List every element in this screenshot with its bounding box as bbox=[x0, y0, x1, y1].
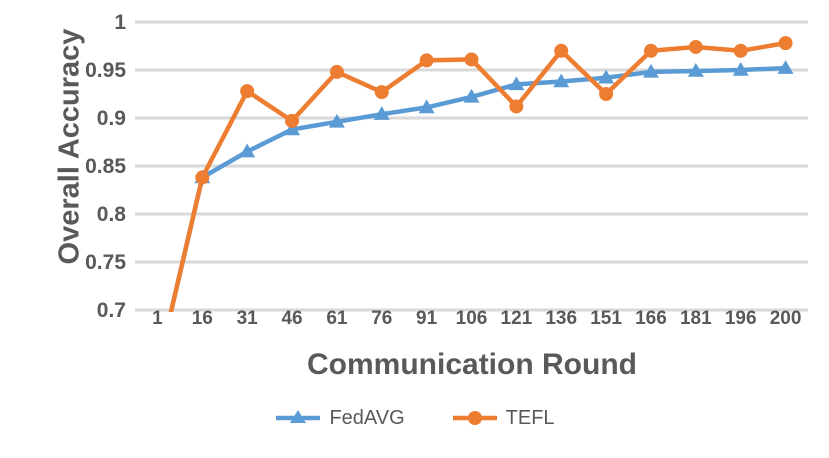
data-point-tefl bbox=[329, 64, 344, 79]
x-axis-tick-label: 200 bbox=[769, 308, 802, 329]
data-point-fedavg bbox=[687, 62, 704, 77]
plot-area bbox=[135, 20, 808, 312]
y-axis-tick-label: 0.95 bbox=[85, 59, 126, 82]
legend-label: FedAVG bbox=[329, 407, 405, 429]
x-axis-tick-label: 181 bbox=[679, 308, 712, 329]
x-axis-tick-label: 91 bbox=[416, 308, 438, 329]
x-axis-tick-label: 121 bbox=[500, 308, 533, 329]
x-axis-tick-label: 61 bbox=[326, 308, 348, 329]
x-axis-tick-label: 16 bbox=[191, 308, 213, 329]
legend-marker-triangle-icon bbox=[276, 410, 321, 423]
y-axis-tick-labels: 0.7 0.75 0.8 0.85 0.9 0.95 1 bbox=[0, 0, 126, 330]
legend-label: TEFL bbox=[505, 407, 555, 429]
data-point-tefl bbox=[374, 85, 389, 100]
data-point-tefl bbox=[643, 43, 658, 58]
y-axis-tick-label: 0.9 bbox=[96, 107, 126, 130]
series-line-fedavg bbox=[168, 65, 788, 312]
data-point-tefl bbox=[285, 113, 300, 128]
x-axis-tick-label: 76 bbox=[371, 308, 393, 329]
data-point-tefl bbox=[688, 39, 703, 54]
data-point-tefl bbox=[464, 52, 479, 67]
legend-item-tefl[interactable]: TEFL bbox=[451, 408, 555, 428]
data-point-fedavg bbox=[598, 69, 615, 84]
y-axis-tick-label: 0.85 bbox=[85, 155, 126, 178]
data-point-fedavg bbox=[732, 62, 749, 76]
y-axis-tick-label: 0.8 bbox=[96, 203, 126, 226]
series-group bbox=[168, 36, 794, 312]
data-point-fedavg bbox=[373, 106, 390, 120]
y-axis-tick-label: 0.75 bbox=[85, 251, 126, 274]
x-axis-tick-label: 136 bbox=[545, 308, 578, 329]
x-axis-tick-label: 46 bbox=[281, 308, 303, 329]
data-point-fedavg bbox=[508, 76, 525, 91]
y-axis-tick-label: 1 bbox=[114, 11, 126, 34]
data-point-tefl bbox=[195, 170, 210, 185]
data-point-tefl bbox=[509, 99, 524, 114]
x-axis-tick-label: 151 bbox=[590, 308, 622, 329]
legend-circle-icon bbox=[467, 411, 482, 425]
data-point-tefl bbox=[599, 87, 614, 101]
data-point-tefl bbox=[554, 43, 569, 58]
data-point-fedavg bbox=[239, 143, 256, 158]
data-point-tefl bbox=[778, 36, 793, 51]
x-axis-title: Communication Round bbox=[307, 348, 637, 381]
data-point-tefl bbox=[733, 43, 748, 58]
data-point-fedavg bbox=[777, 60, 794, 74]
data-point-fedavg bbox=[463, 88, 480, 103]
x-axis-tick-label: 106 bbox=[455, 308, 488, 329]
data-point-tefl bbox=[240, 84, 255, 99]
x-axis-tick-label: 166 bbox=[635, 308, 667, 329]
x-axis-tick-label: 31 bbox=[236, 308, 258, 329]
legend-item-fedavg[interactable]: FedAVG bbox=[274, 407, 405, 429]
legend-triangle-icon bbox=[290, 410, 307, 423]
y-axis-tick-label: 0.7 bbox=[96, 299, 126, 322]
chart-legend: FedAVG TEFL bbox=[0, 408, 829, 428]
data-point-fedavg bbox=[642, 63, 659, 78]
data-point-fedavg bbox=[418, 99, 435, 114]
x-axis-tick-label: 196 bbox=[724, 308, 757, 329]
x-axis-tick-label: 1 bbox=[152, 308, 163, 329]
data-point-fedavg bbox=[553, 73, 570, 88]
data-point-fedavg bbox=[284, 121, 301, 136]
data-point-tefl bbox=[419, 53, 434, 68]
legend-marker-circle-icon bbox=[452, 411, 497, 425]
data-point-fedavg bbox=[328, 113, 345, 128]
